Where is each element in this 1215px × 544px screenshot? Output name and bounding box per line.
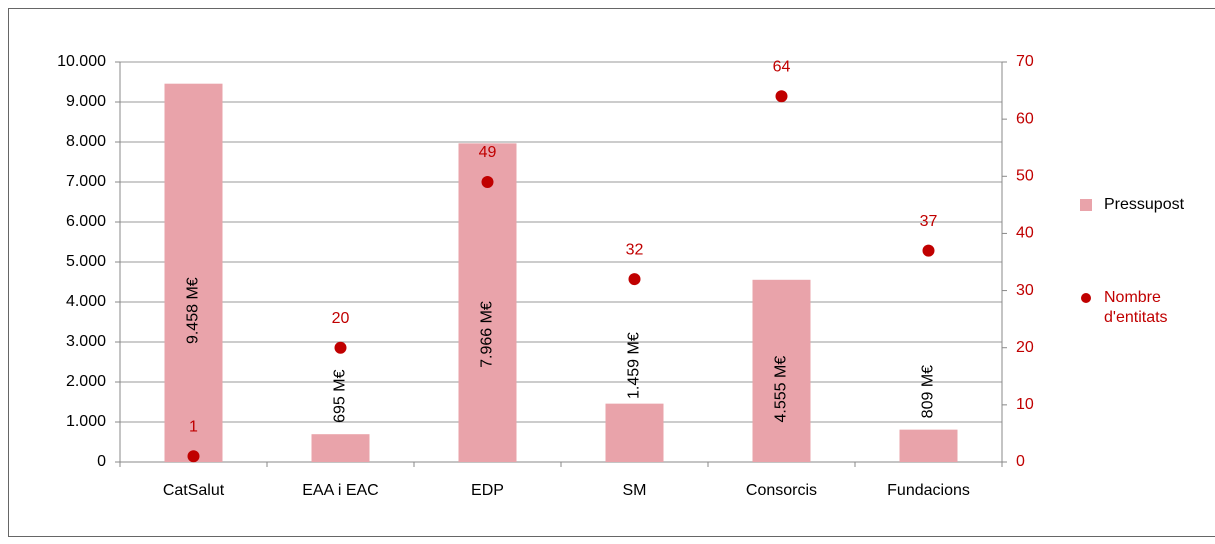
y2-tick-label: 20	[1016, 339, 1034, 356]
point-label: 1	[189, 419, 198, 436]
legend-label: Nombre d'entitats	[1104, 289, 1168, 326]
y-tick-label: 1.000	[66, 413, 106, 430]
y-tick-label: 9.000	[66, 93, 106, 110]
point-label: 37	[920, 213, 938, 230]
x-tick-label: SM	[623, 482, 647, 499]
y-tick-label: 8.000	[66, 133, 106, 150]
point-label: 20	[332, 310, 350, 327]
point	[775, 90, 788, 103]
y-tick-label: 6.000	[66, 213, 106, 230]
point-label: 49	[479, 144, 497, 161]
y-tick-label: 7.000	[66, 173, 106, 190]
y-tick-label: 2.000	[66, 373, 106, 390]
point	[334, 341, 347, 354]
x-tick-label: Fundacions	[887, 482, 970, 499]
y-tick-label: 3.000	[66, 333, 106, 350]
bar-value-label: 695 M€	[332, 369, 349, 422]
x-tick-label: EDP	[471, 482, 504, 499]
point	[481, 176, 494, 188]
legend-swatch	[1081, 293, 1091, 303]
y2-tick-label: 10	[1016, 396, 1034, 413]
point	[922, 244, 935, 257]
bar	[458, 143, 517, 463]
bar-value-label: 9.458 M€	[185, 277, 202, 344]
y2-tick-label: 60	[1016, 110, 1034, 127]
bar	[164, 83, 223, 463]
x-tick-label: CatSalut	[163, 482, 225, 499]
point	[187, 450, 200, 463]
bar	[605, 403, 664, 462]
y-tick-label: 5.000	[66, 253, 106, 270]
bar	[899, 429, 958, 462]
y2-tick-label: 40	[1016, 225, 1034, 242]
point-label: 64	[773, 59, 791, 76]
bar-value-label: 809 M€	[920, 365, 937, 418]
bar-value-label: 7.966 M€	[479, 301, 496, 368]
x-tick-label: EAA i EAC	[302, 482, 378, 499]
bar	[752, 279, 811, 462]
y2-tick-label: 0	[1016, 453, 1025, 470]
legend-swatch	[1080, 199, 1092, 211]
point	[628, 273, 641, 286]
y2-tick-label: 50	[1016, 168, 1034, 185]
chart-frame	[8, 8, 1215, 537]
y2-tick-label: 30	[1016, 282, 1034, 299]
bar-value-label: 4.555 M€	[773, 356, 790, 423]
bar-value-label: 1.459 M€	[626, 332, 643, 399]
y-tick-label: 4.000	[66, 293, 106, 310]
y-tick-label: 10.000	[57, 53, 106, 70]
y2-tick-label: 70	[1016, 53, 1034, 70]
x-tick-label: Consorcis	[746, 482, 817, 499]
legend-label: Pressupost	[1104, 196, 1185, 213]
y-tick-label: 0	[97, 453, 106, 470]
bar	[311, 434, 370, 462]
point-label: 32	[626, 241, 644, 258]
